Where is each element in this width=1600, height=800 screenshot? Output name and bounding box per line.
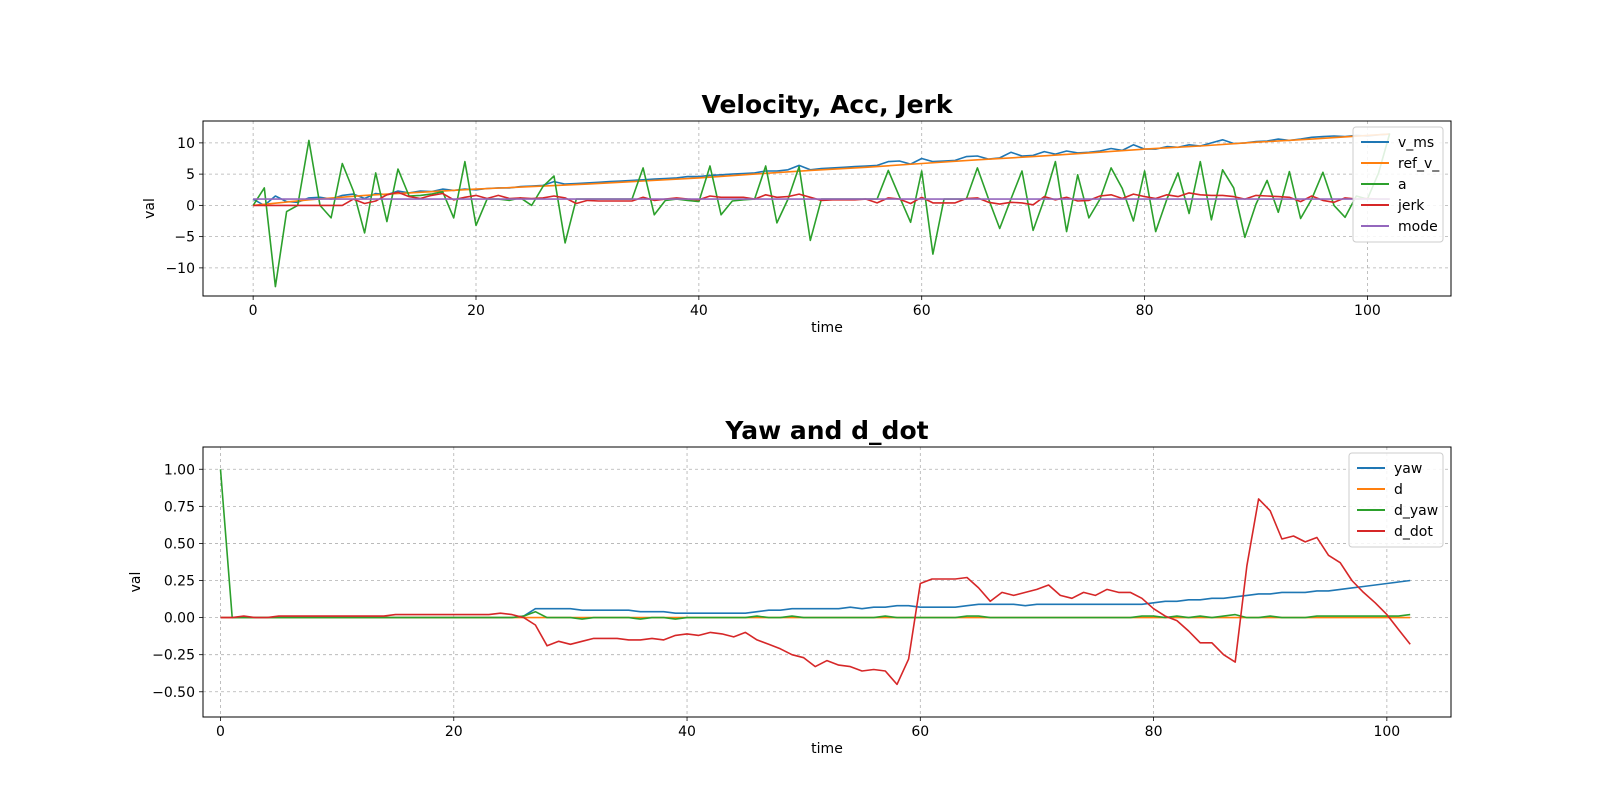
legend-label: v_ms	[1398, 135, 1434, 151]
y-tick-label: −10	[165, 261, 195, 277]
legend-label: d_yaw	[1394, 503, 1438, 519]
y-tick-label: 5	[186, 167, 195, 183]
x-tick-label: 100	[1373, 724, 1400, 740]
y-tick-label: −0.25	[152, 648, 195, 664]
legend-label: yaw	[1394, 461, 1422, 477]
series-line-yaw	[220, 579, 1411, 619]
x-tick-label: 0	[249, 303, 258, 319]
x-tick-label: 80	[1136, 303, 1154, 319]
x-axis-label: time	[811, 741, 843, 757]
y-tick-label: 0	[186, 198, 195, 214]
y-axis-label: val	[142, 198, 158, 219]
chart-title: Velocity, Acc, Jerk	[702, 90, 954, 119]
series-lines	[252, 133, 1391, 288]
chart-title: Yaw and d_dot	[724, 416, 928, 445]
y-tick-label: 0.75	[164, 499, 195, 515]
x-tick-label: 100	[1354, 303, 1381, 319]
legend-label: a	[1398, 177, 1407, 193]
series-line-ref-v-	[253, 133, 1390, 207]
x-tick-label: 20	[467, 303, 485, 319]
plot-frame	[202, 446, 1452, 718]
legend-label: d_dot	[1394, 524, 1433, 540]
y-tick-label: 0.50	[164, 536, 195, 552]
x-tick-label: 40	[678, 724, 696, 740]
plot-frame	[202, 120, 1452, 297]
y-tick-label: −5	[174, 230, 195, 246]
legend: yaw d d_yaw d_dot	[1348, 452, 1444, 548]
legend-box	[1348, 452, 1444, 548]
legend-box	[1352, 126, 1444, 243]
velocity-acc-jerk-chart: Velocity, Acc, Jerk time val 0 20 40 60 80 10…	[142, 90, 1452, 336]
legend: v_ms ref_v_a jerk mode	[1352, 126, 1444, 243]
x-tick-label: 0	[216, 724, 225, 740]
x-tick-label: 20	[445, 724, 463, 740]
tick-labels: 0 20 40 60 80 100 −0.50 −0.25 0.00 0.25 0.50 0.75 1.…	[152, 462, 1400, 740]
y-tick-label: −0.50	[152, 685, 195, 701]
y-tick-label: 1.00	[164, 462, 195, 478]
x-axis-label: time	[811, 320, 843, 336]
yaw-and-d-dot-chart: Yaw and d_dot time val 0 20 40 60 80 100 −0.50…	[128, 416, 1452, 757]
legend-label: mode	[1398, 219, 1438, 235]
tick-labels: 0 20 40 60 80 100 −10 −5 0 5 10	[165, 136, 1380, 319]
x-tick-label: 40	[690, 303, 708, 319]
legend-label: ref_v_	[1398, 156, 1440, 172]
series-line-d-yaw	[219, 469, 1411, 620]
y-tick-label: 10	[177, 136, 195, 152]
x-tick-label: 60	[913, 303, 931, 319]
series-line-jerk	[253, 191, 1390, 207]
series-lines	[219, 469, 1411, 686]
y-tick-label: 0.25	[164, 574, 195, 590]
x-tick-label: 80	[1145, 724, 1163, 740]
series-line-d-dot	[220, 498, 1411, 686]
x-tick-label: 60	[911, 724, 929, 740]
y-tick-label: 0.00	[164, 611, 195, 627]
y-axis-label: val	[128, 572, 144, 593]
legend-label: jerk	[1397, 198, 1425, 214]
legend-label: d	[1394, 482, 1403, 498]
